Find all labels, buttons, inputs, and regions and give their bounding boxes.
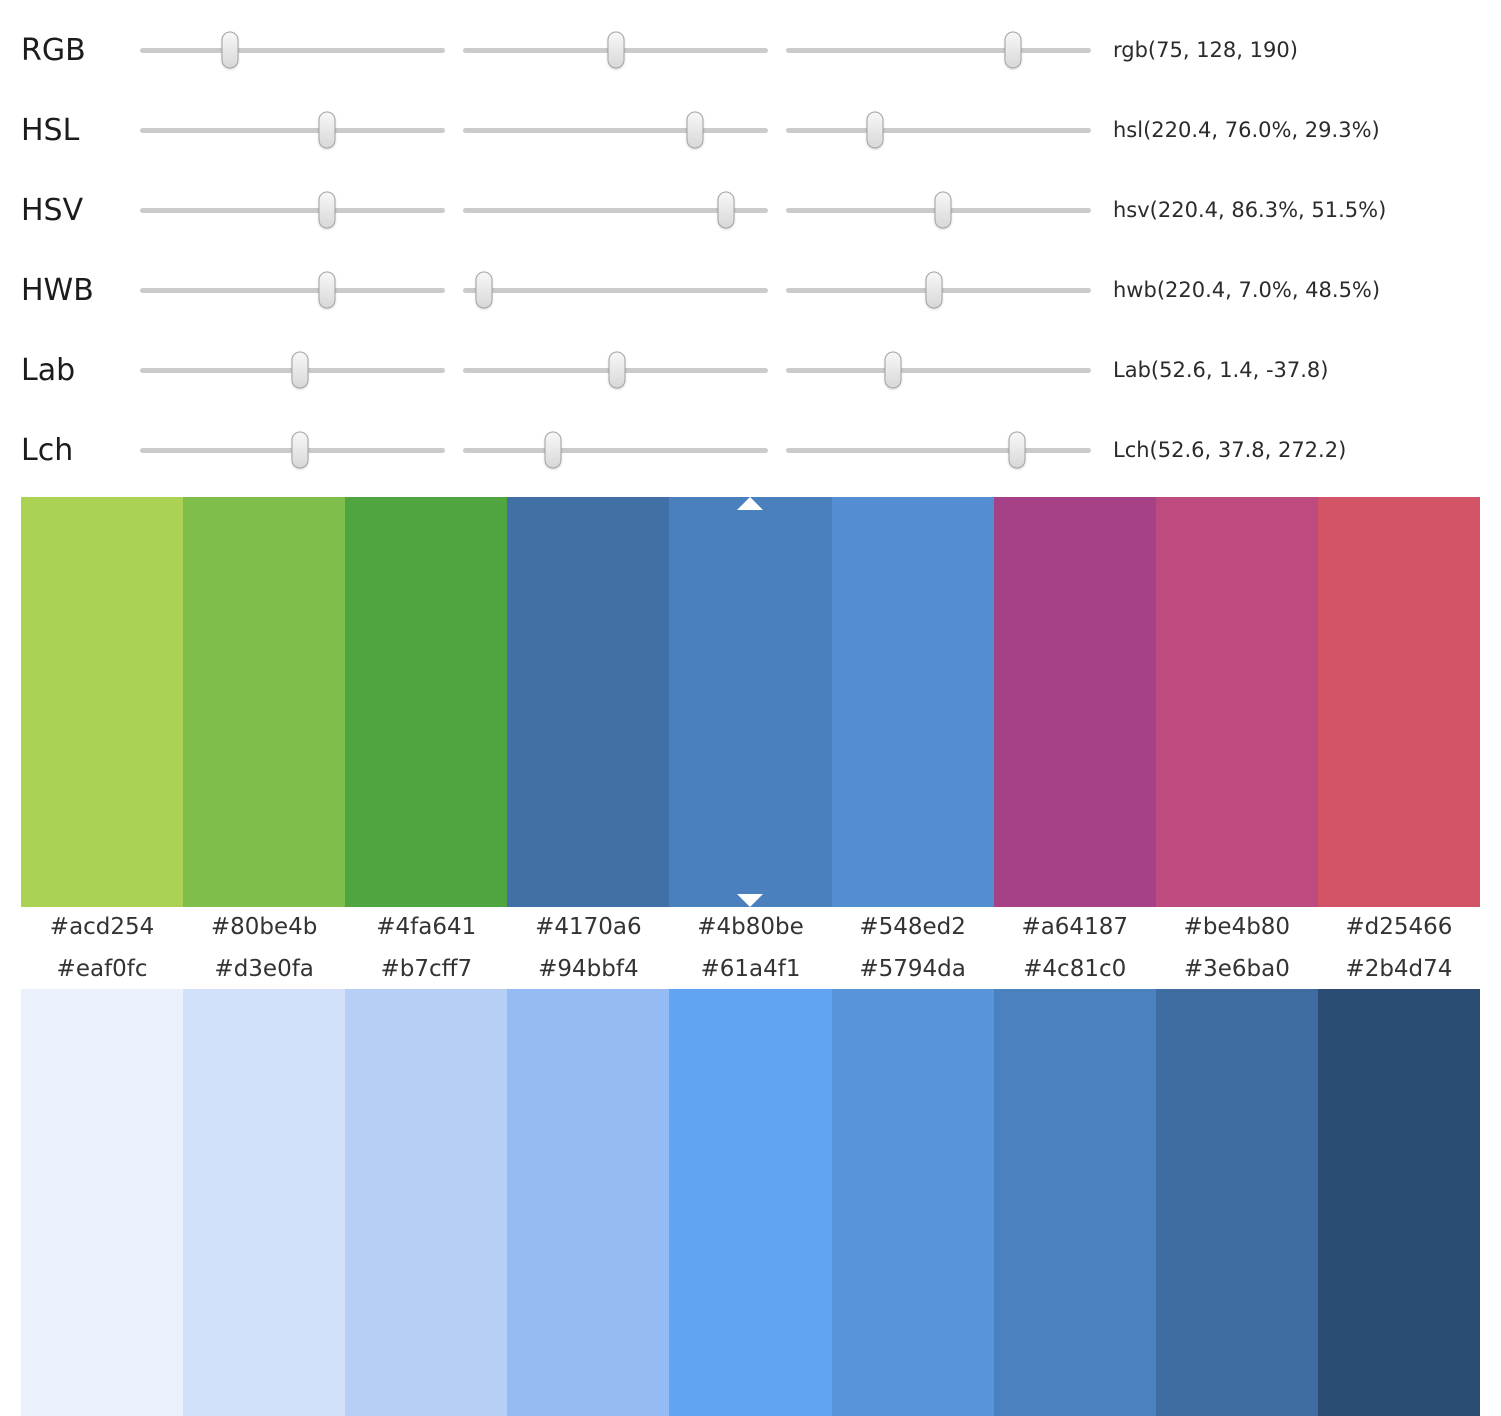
lch-h-slider-track[interactable] [786, 431, 1091, 469]
hue-swatch-6[interactable] [831, 497, 994, 907]
rgb-b-slider-handle[interactable] [1004, 31, 1022, 69]
selected-swatch-top-marker-icon [737, 497, 764, 510]
hsv-s-slider-track[interactable] [463, 191, 768, 229]
shade-hex-label-5: #61a4f1 [700, 956, 801, 982]
shade-swatch-6[interactable] [831, 989, 994, 1416]
hwb-b-slider-handle[interactable] [925, 271, 943, 309]
rgb-g-slider-handle[interactable] [607, 31, 625, 69]
shade-hex-label-6: #5794da [859, 956, 966, 982]
hsv-v-slider-track[interactable] [786, 191, 1091, 229]
slider-row-hsv: HSV hsv(220.4, 86.3%, 51.5%) [0, 170, 1501, 250]
hue-swatch-2[interactable] [183, 497, 346, 907]
colorspace-label-hsv: HSV [21, 192, 84, 228]
hue-swatch-1[interactable] [21, 497, 184, 907]
slider-row-lab: Lab Lab(52.6, 1.4, -37.8) [0, 330, 1501, 410]
hue-hex-label-1: #acd254 [49, 914, 155, 940]
selected-swatch-bottom-marker-icon [737, 894, 764, 907]
rgb-r-slider-track[interactable] [140, 31, 445, 69]
hue-hex-label-7: #a64187 [1021, 914, 1128, 940]
hsv-s-slider-handle[interactable] [717, 191, 735, 229]
lch-h-slider-handle[interactable] [1008, 431, 1026, 469]
lch-value-text: Lch(52.6, 37.8, 272.2) [1113, 438, 1347, 462]
rgb-b-slider-track[interactable] [786, 31, 1091, 69]
lch-l-slider-handle[interactable] [291, 431, 309, 469]
hwb-w-slider-track[interactable] [463, 271, 768, 309]
hsl-value-text: hsl(220.4, 76.0%, 29.3%) [1113, 118, 1380, 142]
lab-b-slider-handle[interactable] [884, 351, 902, 389]
slider-row-hsl: HSL hsl(220.4, 76.0%, 29.3%) [0, 90, 1501, 170]
shade-hex-label-1: #eaf0fc [56, 956, 148, 982]
hue-hex-label-9: #d25466 [1345, 914, 1453, 940]
shade-palette-strip [21, 989, 1480, 1416]
hue-hex-label-4: #4170a6 [535, 914, 642, 940]
hue-hex-label-3: #4fa641 [376, 914, 477, 940]
hue-palette-strip [21, 497, 1480, 907]
shade-swatch-7[interactable] [993, 989, 1156, 1416]
colorspace-label-lch: Lch [21, 432, 74, 468]
hue-hex-label-2: #80be4b [210, 914, 318, 940]
hsl-s-slider-track[interactable] [463, 111, 768, 149]
hue-swatch-8[interactable] [1155, 497, 1318, 907]
slider-row-hwb: HWB hwb(220.4, 7.0%, 48.5%) [0, 250, 1501, 330]
hsv-v-slider-handle[interactable] [934, 191, 952, 229]
slider-row-lch: Lch Lch(52.6, 37.8, 272.2) [0, 410, 1501, 490]
shade-swatch-2[interactable] [183, 989, 346, 1416]
color-slider-panel: RGB rgb(75, 128, 190) HSL hsl(220.4, 76.… [0, 0, 1501, 490]
lch-c-slider-track[interactable] [463, 431, 768, 469]
rgb-value-text: rgb(75, 128, 190) [1113, 38, 1298, 62]
shade-swatch-4[interactable] [507, 989, 670, 1416]
hsl-l-slider-handle[interactable] [866, 111, 884, 149]
colorspace-label-hwb: HWB [21, 272, 94, 308]
hwb-h-slider-handle[interactable] [318, 271, 336, 309]
hue-swatch-9[interactable] [1317, 497, 1480, 907]
hue-hex-label-8: #be4b80 [1183, 914, 1291, 940]
shade-hex-label-4: #94bbf4 [538, 956, 639, 982]
lab-l-slider-track[interactable] [140, 351, 445, 389]
shade-hex-label-2: #d3e0fa [214, 956, 314, 982]
rgb-r-slider-handle[interactable] [221, 31, 239, 69]
shade-hex-label-3: #b7cff7 [380, 956, 473, 982]
lch-l-slider-track[interactable] [140, 431, 445, 469]
hue-swatch-4[interactable] [507, 497, 670, 907]
hsv-h-slider-handle[interactable] [318, 191, 336, 229]
hsl-l-slider-track[interactable] [786, 111, 1091, 149]
hue-hex-label-row: #acd254 #80be4b #4fa641 #4170a6 #4b80be … [21, 913, 1480, 941]
rgb-g-slider-track[interactable] [463, 31, 768, 69]
colorspace-label-hsl: HSL [21, 112, 80, 148]
hwb-w-slider-handle[interactable] [475, 271, 493, 309]
lab-b-slider-track[interactable] [786, 351, 1091, 389]
hue-swatch-7[interactable] [993, 497, 1156, 907]
lab-a-slider-handle[interactable] [608, 351, 626, 389]
hsv-value-text: hsv(220.4, 86.3%, 51.5%) [1113, 198, 1387, 222]
hue-hex-label-5: #4b80be [697, 914, 804, 940]
shade-hex-label-9: #2b4d74 [1345, 956, 1453, 982]
hwb-h-slider-track[interactable] [140, 271, 445, 309]
shade-swatch-8[interactable] [1155, 989, 1318, 1416]
lab-l-slider-handle[interactable] [291, 351, 309, 389]
hue-swatch-3[interactable] [345, 497, 508, 907]
hwb-b-slider-track[interactable] [786, 271, 1091, 309]
hsl-s-slider-handle[interactable] [686, 111, 704, 149]
hue-swatch-5-selected[interactable] [669, 497, 832, 907]
shade-swatch-3[interactable] [345, 989, 508, 1416]
slider-row-rgb: RGB rgb(75, 128, 190) [0, 10, 1501, 90]
lab-a-slider-track[interactable] [463, 351, 768, 389]
hsl-h-slider-handle[interactable] [318, 111, 336, 149]
hwb-value-text: hwb(220.4, 7.0%, 48.5%) [1113, 278, 1381, 302]
hsl-h-slider-track[interactable] [140, 111, 445, 149]
colorspace-label-rgb: RGB [21, 32, 86, 68]
lch-c-slider-handle[interactable] [544, 431, 562, 469]
shade-hex-label-8: #3e6ba0 [1183, 956, 1290, 982]
shade-swatch-1[interactable] [21, 989, 184, 1416]
shade-swatch-9[interactable] [1317, 989, 1480, 1416]
hue-hex-label-6: #548ed2 [859, 914, 966, 940]
shade-hex-label-row: #eaf0fc #d3e0fa #b7cff7 #94bbf4 #61a4f1 … [21, 955, 1480, 983]
shade-hex-label-7: #4c81c0 [1023, 956, 1127, 982]
hsv-h-slider-track[interactable] [140, 191, 445, 229]
shade-swatch-5[interactable] [669, 989, 832, 1416]
colorspace-label-lab: Lab [21, 352, 76, 388]
lab-value-text: Lab(52.6, 1.4, -37.8) [1113, 358, 1329, 382]
